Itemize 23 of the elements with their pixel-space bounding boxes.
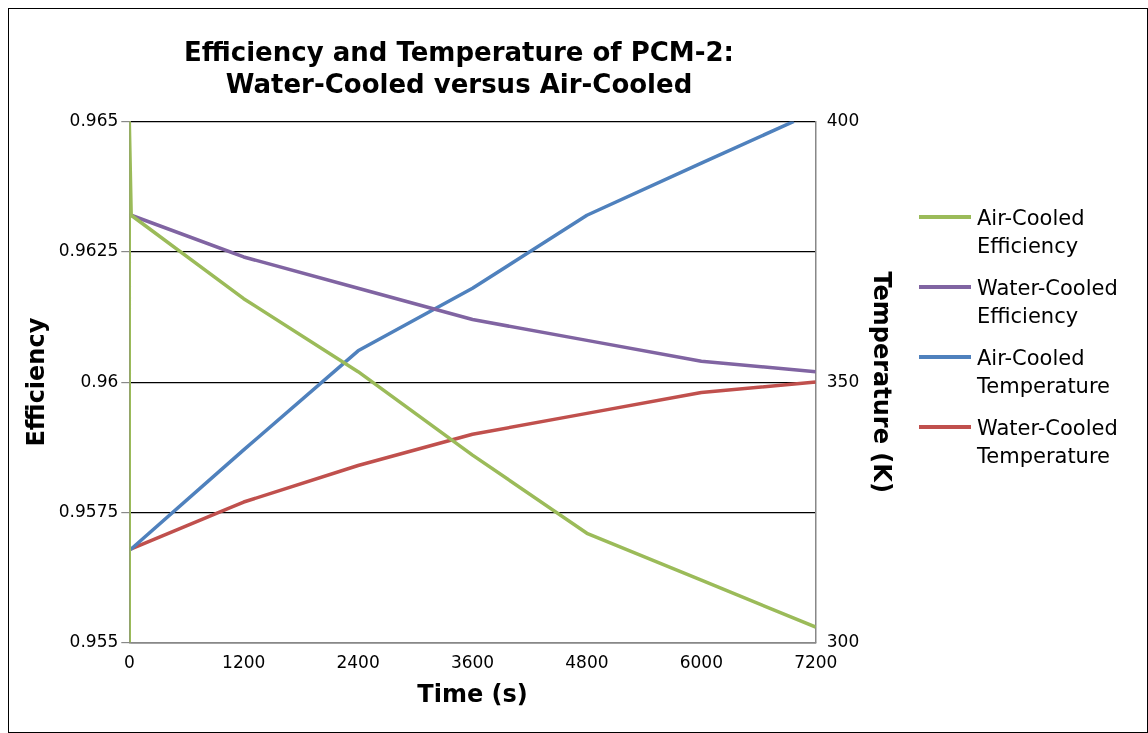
y-tick-label: 0.955 <box>69 631 119 652</box>
y-tick-label: 0.96 <box>80 370 119 391</box>
y2-axis-title: Temperature (K) <box>868 271 897 493</box>
legend-label: Water-Cooled Temperature <box>977 415 1119 470</box>
y-tick-label: 0.965 <box>69 109 119 130</box>
x-axis-title: Time (s) <box>417 679 528 708</box>
legend-label: Air-Cooled Efficiency <box>977 205 1086 260</box>
x-tick-label: 7200 <box>794 652 838 673</box>
legend-label: Water-Cooled Efficiency <box>977 275 1119 330</box>
y2-tick-label: 350 <box>826 370 860 391</box>
x-tick-label: 0 <box>123 652 135 673</box>
y2-tick-label: 400 <box>826 109 860 130</box>
x-tick-label: 3600 <box>450 652 495 673</box>
x-tick-label: 6000 <box>679 652 723 673</box>
x-tick-label: 1200 <box>222 652 266 673</box>
legend-label: Air-Cooled Temperature <box>977 345 1112 400</box>
y-tick-label: 0.9575 <box>58 500 119 521</box>
x-tick-label: 2400 <box>336 652 380 673</box>
y-axis-title: Efficiency <box>21 317 50 447</box>
y-tick-label: 0.9625 <box>58 240 119 261</box>
x-tick-label: 4800 <box>565 652 609 673</box>
chart-title: Efficiency and Temperature of PCM-2: Water-Cooled versus Air-Cooled <box>184 37 734 99</box>
y2-tick-label: 300 <box>826 631 860 652</box>
